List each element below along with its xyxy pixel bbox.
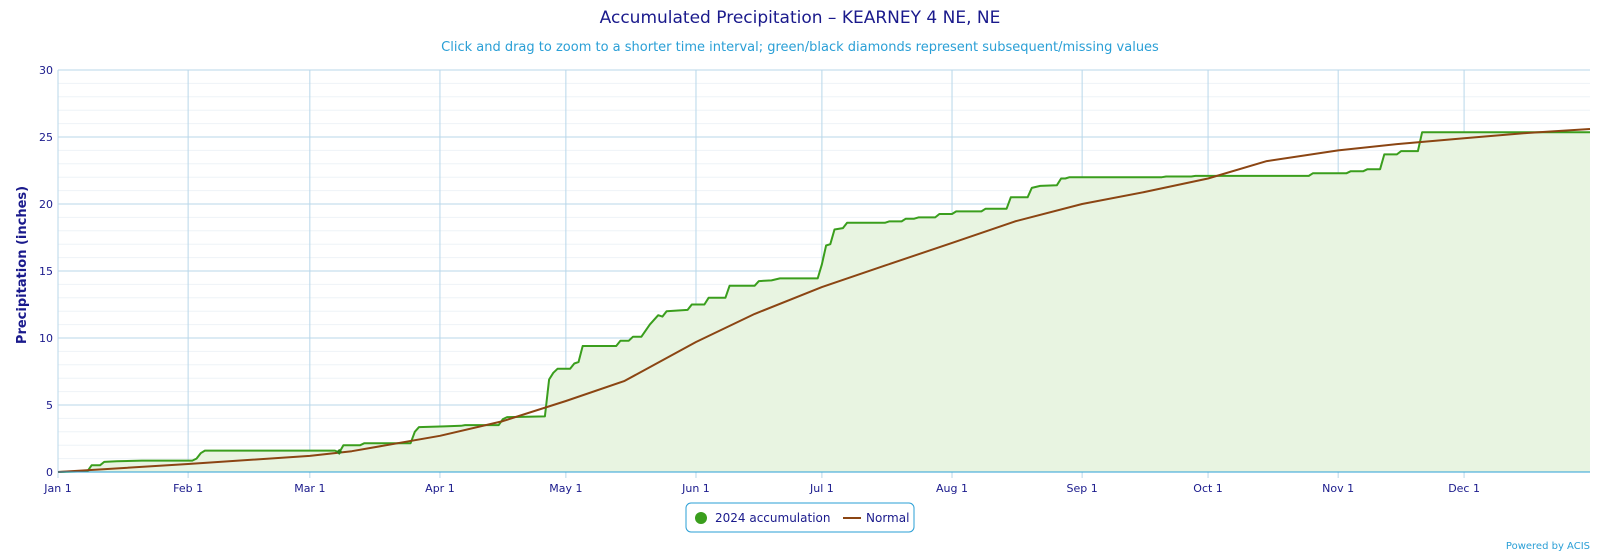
x-tick-label: Mar 1 bbox=[294, 482, 325, 495]
y-tick-label: 0 bbox=[46, 466, 53, 479]
legend-2024-label[interactable]: 2024 accumulation bbox=[715, 511, 830, 525]
x-tick-label: Jul 1 bbox=[809, 482, 834, 495]
legend: 2024 accumulation Normal bbox=[685, 502, 915, 533]
plot-area[interactable]: 0 5 10 15 20 25 30 Jan 1 Feb 1 Mar 1 Apr 1 May 1 Jun… bbox=[39, 64, 1591, 495]
legend-2024-marker[interactable] bbox=[695, 512, 707, 524]
y-tick-label: 10 bbox=[39, 332, 53, 345]
y-tick-label: 25 bbox=[39, 131, 53, 144]
x-tick-label: Jan 1 bbox=[43, 482, 71, 495]
x-tick-label: Nov 1 bbox=[1322, 482, 1354, 495]
legend-normal-label[interactable]: Normal bbox=[866, 511, 909, 525]
x-tick-label: Feb 1 bbox=[173, 482, 203, 495]
x-tick-label: Apr 1 bbox=[425, 482, 455, 495]
x-tick-label: Aug 1 bbox=[936, 482, 968, 495]
x-tick-label: Dec 1 bbox=[1448, 482, 1480, 495]
x-tick-label: May 1 bbox=[549, 482, 582, 495]
x-tick-label: Oct 1 bbox=[1193, 482, 1223, 495]
subsequent-value-diamond[interactable] bbox=[336, 448, 343, 455]
y-tick-label: 15 bbox=[39, 265, 53, 278]
chart-title: Accumulated Precipitation – KEARNEY 4 NE… bbox=[600, 8, 1001, 28]
chart-subtitle: Click and drag to zoom to a shorter time… bbox=[441, 40, 1159, 55]
y-axis-label: Precipitation (inches) bbox=[15, 186, 30, 344]
y-tick-label: 20 bbox=[39, 198, 53, 211]
x-tick-label: Jun 1 bbox=[681, 482, 710, 495]
legend-box bbox=[685, 502, 915, 533]
normal-line[interactable] bbox=[57, 128, 1591, 473]
accumulation-area bbox=[58, 132, 1590, 473]
y-tick-label: 5 bbox=[46, 399, 53, 412]
accumulation-line[interactable] bbox=[57, 131, 1590, 473]
acis-credit[interactable]: Powered by ACIS bbox=[1506, 541, 1590, 552]
x-tick-label: Sep 1 bbox=[1067, 482, 1098, 495]
y-tick-label: 30 bbox=[39, 64, 53, 77]
